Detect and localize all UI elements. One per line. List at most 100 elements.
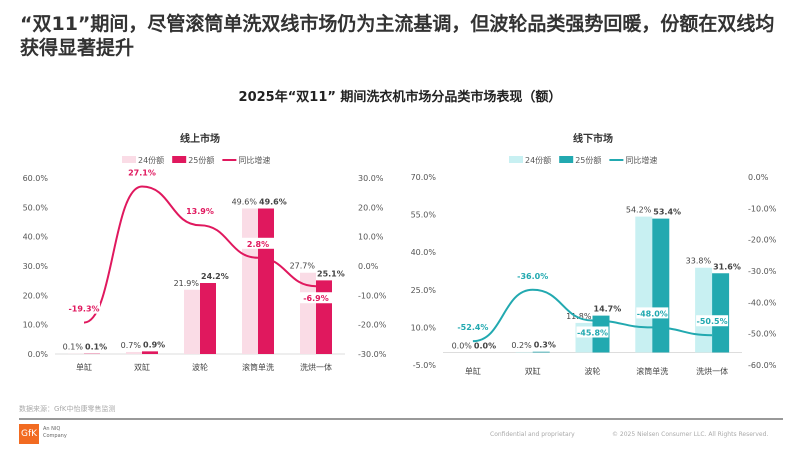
y-tick-label: 60.0% — [23, 174, 49, 183]
line-value-label: 13.9% — [186, 207, 214, 216]
bar-value-label: 54.2% — [626, 206, 652, 215]
line-value-label: -48.0% — [637, 309, 668, 318]
x-tick-label: 洗烘一体 — [696, 366, 728, 376]
line-label-bg — [242, 237, 274, 249]
line-value-label: -52.4% — [457, 323, 488, 332]
y2-tick-label: 0.0% — [358, 262, 379, 271]
bar-value-label: 0.1% — [85, 343, 107, 352]
chart-subtitle: 2025年“双11” 期间洗衣机市场分品类市场表现（额） — [238, 90, 562, 105]
x-tick-label: 波轮 — [192, 362, 208, 372]
legend-label: 24份额 — [525, 155, 551, 165]
legend-bar-swatch — [172, 156, 187, 163]
bar-value-label: 0.3% — [534, 341, 556, 350]
y-tick-label: 25.0% — [411, 286, 437, 295]
gfk-logo: GfK — [19, 424, 39, 444]
line-label-bg — [696, 315, 729, 327]
y2-tick-label: -10.0% — [748, 204, 777, 213]
bar — [126, 351, 142, 354]
y-tick-label: 10.0% — [23, 321, 49, 330]
bar-value-label: 24.2% — [201, 272, 229, 281]
x-tick-label: 单缸 — [465, 366, 481, 376]
bar-value-label: 49.6% — [259, 198, 287, 207]
x-tick-label: 洗烘一体 — [300, 362, 332, 372]
line-label-bg — [576, 326, 609, 338]
legend-label: 25份额 — [575, 155, 601, 165]
bar — [652, 218, 670, 353]
bar — [712, 273, 730, 353]
divider — [19, 418, 783, 420]
copyright-text: © 2025 Nielsen Consumer LLC. All Rights … — [612, 431, 769, 438]
bar-value-label: 0.1% — [63, 343, 84, 352]
y-tick-label: 55.0% — [411, 211, 437, 220]
y2-tick-label: 0.0% — [748, 173, 769, 182]
y-tick-label: 20.0% — [23, 291, 49, 300]
y2-tick-label: 20.0% — [358, 203, 384, 212]
legend-label: 24份额 — [138, 155, 164, 165]
bar-value-label: 0.0% — [474, 341, 496, 350]
bar-value-label: 0.2% — [511, 341, 532, 350]
legend-bar-swatch — [559, 156, 574, 163]
bar — [316, 280, 332, 354]
bar-value-label: 25.1% — [317, 269, 345, 278]
bar-value-label: 0.0% — [452, 341, 473, 350]
line-value-label: 27.1% — [128, 169, 156, 178]
line-label-bg — [516, 269, 549, 281]
bar — [142, 351, 158, 354]
x-tick-label: 滚筒单洗 — [242, 362, 274, 372]
y-tick-label: -5.0% — [413, 361, 437, 370]
y2-tick-label: -20.0% — [748, 236, 777, 245]
bar — [184, 289, 200, 354]
line-value-label: -45.8% — [577, 329, 608, 338]
y2-tick-label: -40.0% — [748, 298, 777, 307]
line-value-label: -50.5% — [697, 317, 728, 326]
y-tick-label: 10.0% — [411, 323, 437, 332]
y2-tick-label: -10.0% — [358, 291, 387, 300]
x-tick-label: 单缸 — [76, 362, 92, 372]
bar — [515, 351, 533, 353]
line-label-bg — [636, 307, 669, 319]
line-label-bg — [126, 166, 158, 178]
growth-line — [83, 185, 317, 324]
bar — [695, 267, 713, 353]
y-tick-label: 30.0% — [23, 262, 49, 271]
line-value-label: -19.3% — [68, 305, 99, 314]
bar-value-label: 53.4% — [653, 208, 681, 217]
y-tick-label: 70.0% — [411, 173, 437, 182]
y2-tick-label: -60.0% — [748, 361, 777, 370]
y-tick-label: 40.0% — [411, 248, 437, 257]
data-source: 数据来源：GfK中怡康零售监测 — [19, 405, 116, 413]
bar — [242, 208, 258, 354]
legend-label: 同比增速 — [625, 155, 657, 165]
legend-label: 25份额 — [188, 155, 214, 165]
y2-tick-label: -50.0% — [748, 330, 777, 339]
x-tick-label: 波轮 — [585, 366, 601, 376]
bar — [532, 351, 550, 353]
y-tick-label: 40.0% — [23, 233, 49, 242]
line-value-label: 2.8% — [247, 240, 269, 249]
bar-value-label: 33.8% — [686, 257, 712, 266]
bar-value-label: 31.6% — [713, 262, 741, 271]
y2-tick-label: -20.0% — [358, 321, 387, 330]
line-label-bg — [300, 292, 332, 304]
company-text: An NIQ Company — [43, 426, 67, 439]
bar-value-label: 0.9% — [143, 340, 165, 349]
bar-value-label: 27.7% — [290, 262, 316, 271]
chart-title: 线下市场 — [573, 132, 613, 145]
line-value-label: -36.0% — [517, 272, 548, 281]
bar — [258, 208, 274, 354]
y2-tick-label: 10.0% — [358, 233, 384, 242]
line-label-bg — [68, 302, 100, 314]
x-tick-label: 双缸 — [134, 362, 150, 372]
bar-value-label: 11.8% — [566, 312, 592, 321]
bar-value-label: 49.6% — [232, 198, 258, 207]
legend-bar-swatch — [122, 156, 136, 163]
y2-tick-label: -30.0% — [748, 267, 777, 276]
bar — [200, 283, 216, 354]
bar-value-label: 21.9% — [174, 279, 200, 288]
bar — [635, 216, 653, 353]
chart-title: 线上市场 — [180, 132, 220, 145]
y2-tick-label: 30.0% — [358, 174, 384, 183]
confidential-text: Confidential and proprietary — [490, 431, 575, 438]
x-tick-label: 滚筒单洗 — [636, 366, 668, 376]
